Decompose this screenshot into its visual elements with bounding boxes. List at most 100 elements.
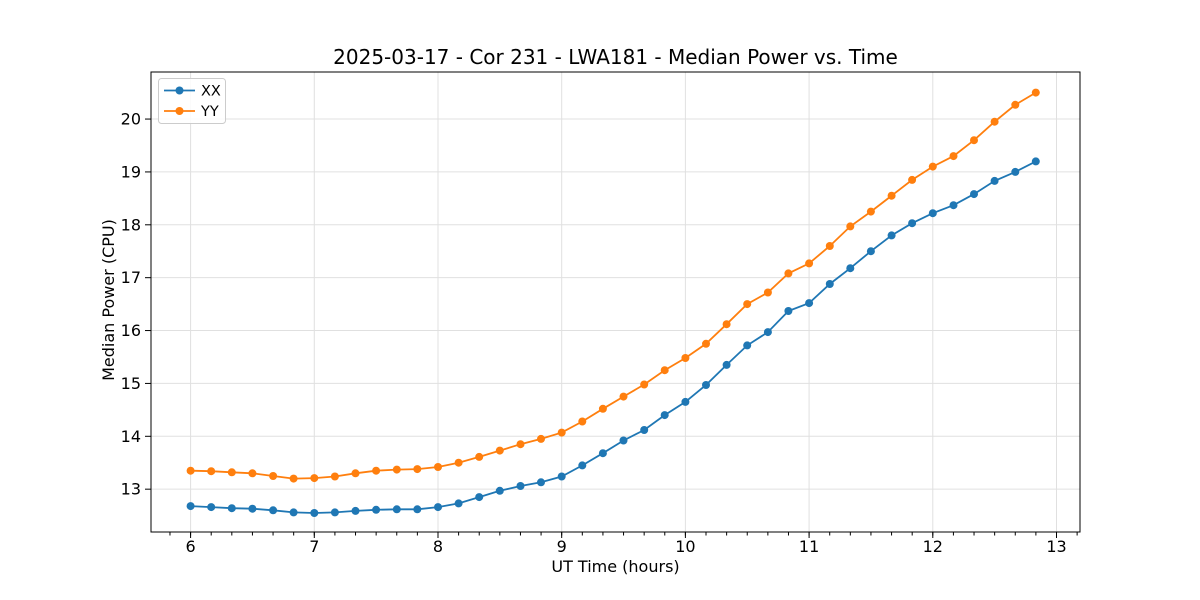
data-point: [681, 354, 690, 362]
y-tick-label: 16: [121, 321, 141, 340]
data-point: [1031, 88, 1040, 97]
data-point: [825, 280, 834, 288]
data-point: [866, 247, 875, 256]
data-point: [454, 458, 463, 467]
series-line-YY: [190, 91, 1037, 480]
data-point: [269, 506, 278, 515]
data-point: [248, 504, 257, 513]
data-point: [702, 381, 710, 389]
data-point: [660, 366, 669, 375]
data-point: [990, 176, 999, 185]
data-point: [330, 508, 339, 517]
x-axis: 6 7 8 9 10 11 12 13: [169, 532, 1078, 556]
x-tick-label: 10: [675, 537, 695, 556]
legend: XX YY: [158, 78, 226, 124]
data-point: [1011, 100, 1020, 109]
data-point: [722, 320, 731, 329]
data-point: [805, 259, 814, 268]
data-point: [805, 299, 814, 308]
data-point: [289, 508, 298, 517]
data-point: [186, 466, 195, 475]
data-point: [392, 505, 401, 514]
x-tick-label: 6: [185, 537, 195, 556]
chart-title: 2025-03-17 - Cor 231 - LWA181 - Median P…: [333, 45, 898, 69]
data-point: [846, 222, 855, 231]
data-point: [413, 505, 422, 514]
data-point: [495, 486, 504, 495]
data-point: [681, 397, 690, 406]
data-point: [990, 117, 999, 126]
y-tick-label: 17: [121, 268, 141, 287]
plot-border: [150, 71, 1081, 533]
data-point: [557, 428, 566, 437]
data-point: [351, 506, 360, 515]
data-point: [887, 191, 896, 200]
data-point: [763, 288, 772, 297]
x-tick-label: 7: [309, 537, 319, 556]
data-point: [578, 417, 587, 426]
legend-label: YY: [200, 104, 219, 120]
data-point: [702, 339, 710, 348]
data-point: [1031, 157, 1040, 166]
legend-item-XX: XX: [164, 84, 221, 100]
y-tick-label: 18: [121, 215, 141, 234]
data-point: [207, 467, 216, 476]
data-point: [227, 504, 236, 513]
data-point: [928, 162, 937, 171]
y-tick-label: 20: [121, 110, 141, 129]
series-YY: [186, 88, 1040, 483]
y-tick-label: 14: [121, 427, 141, 446]
data-point: [866, 207, 875, 216]
data-point: [207, 503, 216, 512]
data-point: [722, 360, 731, 369]
data-point: [887, 231, 896, 240]
series-line-XX: [190, 160, 1037, 514]
x-axis-label: UT Time (hours): [551, 557, 680, 576]
x-tick-label: 12: [923, 537, 943, 556]
data-point: [351, 469, 360, 478]
data-point: [908, 219, 917, 228]
data-point: [949, 152, 958, 161]
legend-dot-marker: [175, 107, 184, 115]
data-point: [640, 380, 649, 389]
data-point: [495, 446, 504, 455]
legend-label: XX: [201, 84, 221, 100]
legend-item-YY: YY: [164, 104, 219, 120]
data-point: [454, 499, 463, 508]
data-point: [1011, 167, 1020, 176]
data-point: [413, 465, 422, 474]
data-point: [310, 474, 319, 483]
data-point: [640, 426, 649, 434]
data-point: [537, 434, 545, 443]
data-point: [619, 392, 628, 401]
data-point: [372, 505, 381, 514]
data-point: [310, 509, 319, 517]
y-axis: 13 14 15 16 17 18 19 20: [121, 110, 151, 499]
data-point: [619, 436, 628, 445]
data-point: [784, 269, 793, 278]
data-point: [784, 307, 793, 315]
legend-dot-marker: [175, 86, 184, 95]
y-tick-label: 15: [121, 374, 141, 393]
data-point: [392, 465, 401, 474]
data-point: [372, 466, 381, 475]
data-point: [434, 503, 442, 512]
y-tick-label: 13: [121, 480, 141, 499]
data-point: [248, 469, 257, 478]
data-point: [186, 502, 195, 511]
y-tick-label: 19: [121, 162, 141, 181]
data-point: [434, 463, 442, 471]
data-point: [537, 478, 545, 487]
x-tick-label: 13: [1046, 537, 1066, 556]
series-XX: [186, 157, 1040, 517]
data-point: [578, 461, 587, 470]
x-tick-label: 8: [433, 537, 443, 556]
data-point: [763, 328, 772, 337]
x-tick-label: 11: [799, 537, 819, 556]
x-tick-label: 9: [557, 537, 567, 556]
data-point: [557, 472, 566, 481]
data-point: [475, 452, 484, 461]
data-point: [598, 449, 607, 458]
